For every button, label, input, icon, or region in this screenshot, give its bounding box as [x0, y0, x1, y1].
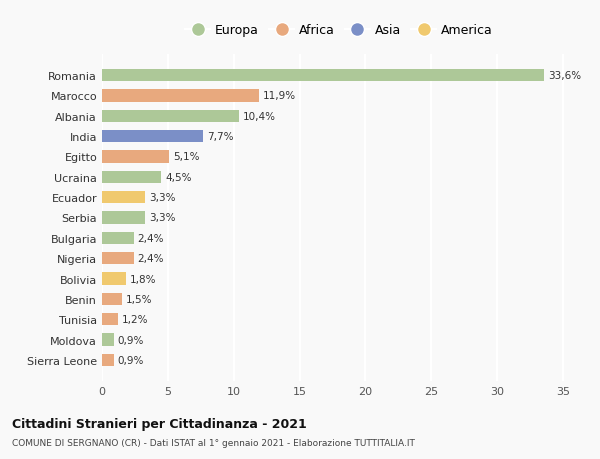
Text: COMUNE DI SERGNANO (CR) - Dati ISTAT al 1° gennaio 2021 - Elaborazione TUTTITALI: COMUNE DI SERGNANO (CR) - Dati ISTAT al … [12, 438, 415, 447]
Bar [102, 111, 239, 123]
Text: 1,2%: 1,2% [122, 314, 148, 325]
Bar [102, 313, 118, 325]
Text: 33,6%: 33,6% [548, 71, 581, 81]
Bar [102, 293, 122, 305]
Text: 0,9%: 0,9% [118, 355, 144, 365]
Bar [102, 131, 203, 143]
Text: 3,3%: 3,3% [149, 193, 176, 203]
Text: 7,7%: 7,7% [208, 132, 234, 142]
Text: 3,3%: 3,3% [149, 213, 176, 223]
Legend: Europa, Africa, Asia, America: Europa, Africa, Asia, America [180, 19, 498, 42]
Bar [102, 90, 259, 102]
Bar [102, 273, 126, 285]
Text: 2,4%: 2,4% [137, 254, 164, 263]
Bar [102, 70, 544, 82]
Bar [102, 212, 145, 224]
Text: 0,9%: 0,9% [118, 335, 144, 345]
Bar [102, 171, 161, 184]
Bar [102, 354, 114, 366]
Text: 5,1%: 5,1% [173, 152, 200, 162]
Bar [102, 232, 134, 244]
Text: 4,5%: 4,5% [165, 173, 192, 182]
Bar [102, 192, 145, 204]
Bar [102, 252, 134, 265]
Text: 2,4%: 2,4% [137, 233, 164, 243]
Bar [102, 151, 169, 163]
Text: 10,4%: 10,4% [243, 112, 276, 122]
Bar [102, 334, 114, 346]
Text: 1,5%: 1,5% [126, 294, 152, 304]
Text: 11,9%: 11,9% [263, 91, 296, 101]
Text: 1,8%: 1,8% [130, 274, 156, 284]
Text: Cittadini Stranieri per Cittadinanza - 2021: Cittadini Stranieri per Cittadinanza - 2… [12, 417, 307, 430]
